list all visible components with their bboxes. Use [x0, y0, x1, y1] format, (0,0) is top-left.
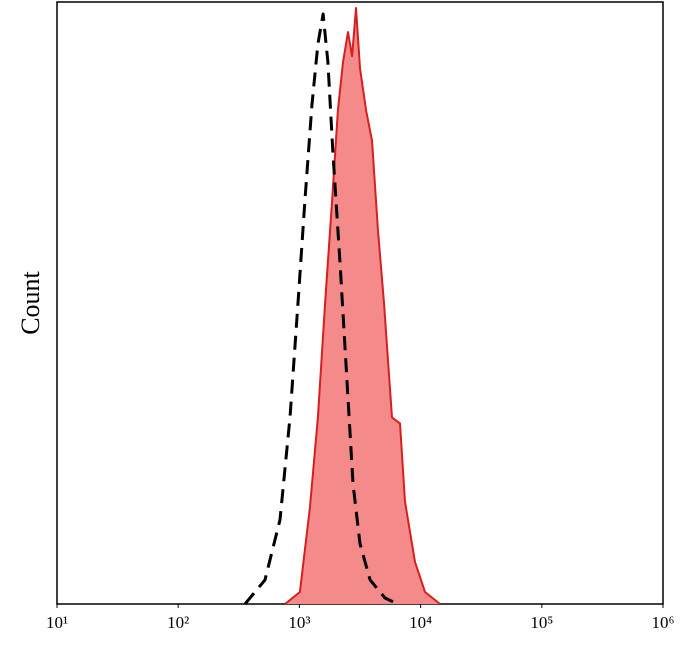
x-tick-label: 10³ — [288, 613, 310, 632]
histogram-line — [243, 12, 399, 606]
x-tick-label: 10⁶ — [652, 613, 675, 632]
x-tick-label: 10⁵ — [530, 613, 553, 632]
y-axis-label: Count — [16, 270, 45, 334]
histogram-line — [284, 7, 441, 605]
x-tick-label: 10⁴ — [409, 613, 432, 632]
x-tick-label: 10² — [167, 613, 189, 632]
x-tick-label: 10¹ — [46, 613, 68, 632]
